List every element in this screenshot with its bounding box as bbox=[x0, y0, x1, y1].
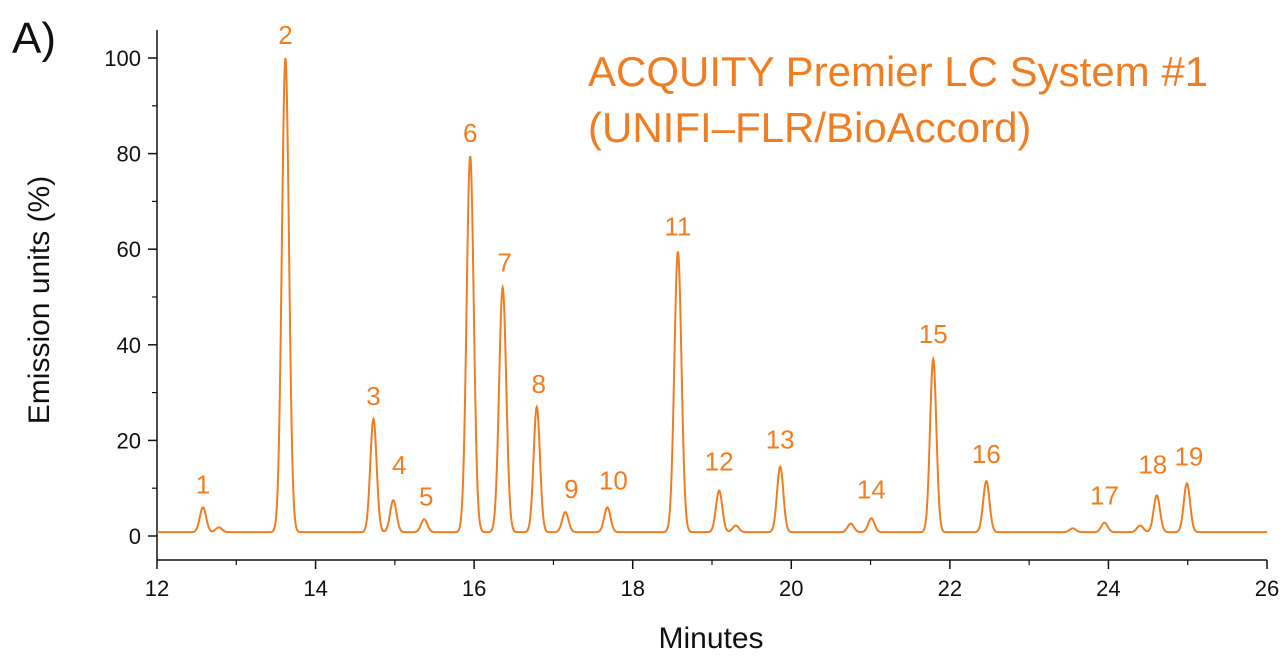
peak-marker-4 bbox=[392, 499, 394, 501]
peak-label-11: 11 bbox=[664, 212, 691, 242]
peak-marker-3 bbox=[372, 418, 374, 420]
peak-marker-18 bbox=[1156, 494, 1158, 496]
peak-marker-1 bbox=[202, 506, 204, 508]
y-tick-label-20: 20 bbox=[117, 428, 141, 453]
peak-label-1: 1 bbox=[196, 469, 210, 499]
peak-label-9: 9 bbox=[564, 474, 578, 504]
peak-label-12: 12 bbox=[705, 447, 734, 477]
panel-label: A) bbox=[12, 14, 56, 63]
x-tick-label-22: 22 bbox=[938, 576, 962, 601]
peak-label-14: 14 bbox=[857, 474, 886, 504]
y-tick-label-100: 100 bbox=[104, 46, 141, 71]
chart-title-line-1: ACQUITY Premier LC System #1 bbox=[588, 48, 1209, 95]
peak-label-10: 10 bbox=[599, 465, 628, 495]
peak-label-17: 17 bbox=[1090, 481, 1119, 511]
peak-label-8: 8 bbox=[532, 369, 546, 399]
x-tick-label-16: 16 bbox=[462, 576, 486, 601]
peak-marker-13 bbox=[779, 466, 781, 468]
peak-marker-6 bbox=[469, 155, 471, 157]
peak-marker-2 bbox=[284, 57, 286, 59]
peak-marker-15 bbox=[932, 358, 934, 360]
y-tick-label-0: 0 bbox=[129, 524, 141, 549]
peak-label-4: 4 bbox=[392, 450, 406, 480]
x-tick-label-12: 12 bbox=[145, 576, 169, 601]
peak-label-2: 2 bbox=[278, 20, 292, 50]
x-tick-label-14: 14 bbox=[303, 576, 327, 601]
y-tick-label-40: 40 bbox=[117, 333, 141, 358]
peak-label-6: 6 bbox=[463, 118, 477, 148]
peak-label-5: 5 bbox=[419, 481, 433, 511]
peak-marker-5 bbox=[423, 518, 425, 520]
y-tick-label-60: 60 bbox=[117, 237, 141, 262]
x-tick-label-24: 24 bbox=[1096, 576, 1120, 601]
peak-label-19: 19 bbox=[1174, 441, 1203, 471]
peak-label-3: 3 bbox=[366, 381, 380, 411]
peak-marker-9 bbox=[564, 511, 566, 513]
peak-marker-16 bbox=[985, 480, 987, 482]
peak-marker-8 bbox=[536, 406, 538, 408]
peak-marker-11 bbox=[677, 251, 679, 253]
peak-label-15: 15 bbox=[919, 319, 948, 349]
peak-label-13: 13 bbox=[766, 425, 795, 455]
x-axis-label: Minutes bbox=[658, 622, 764, 655]
x-tick-label-20: 20 bbox=[779, 576, 803, 601]
peak-marker-10 bbox=[606, 506, 608, 508]
chromatogram-trace bbox=[157, 57, 1267, 534]
x-tick-label-26: 26 bbox=[1255, 576, 1279, 601]
peak-marker-14 bbox=[870, 517, 872, 519]
peak-marker-12 bbox=[718, 490, 720, 492]
y-tick-label-80: 80 bbox=[117, 142, 141, 167]
chart-title-line-2: (UNIFI–FLR/BioAccord) bbox=[588, 104, 1032, 151]
peak-label-7: 7 bbox=[497, 247, 511, 277]
peak-label-18: 18 bbox=[1138, 449, 1167, 479]
peak-label-16: 16 bbox=[972, 439, 1001, 469]
x-tick-label-18: 18 bbox=[620, 576, 644, 601]
peak-marker-17 bbox=[1103, 522, 1105, 524]
peak-marker-7 bbox=[502, 286, 504, 288]
peak-marker-19 bbox=[1186, 482, 1188, 484]
